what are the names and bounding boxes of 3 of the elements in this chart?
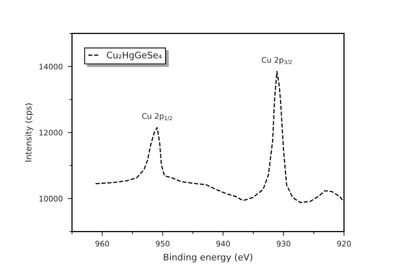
y-axis-title: Intensity (cps) [25,103,34,162]
x-axis-title: Binding energy (eV) [164,254,252,262]
legend-label: Cu₂HgGeSe₄ [106,52,162,60]
